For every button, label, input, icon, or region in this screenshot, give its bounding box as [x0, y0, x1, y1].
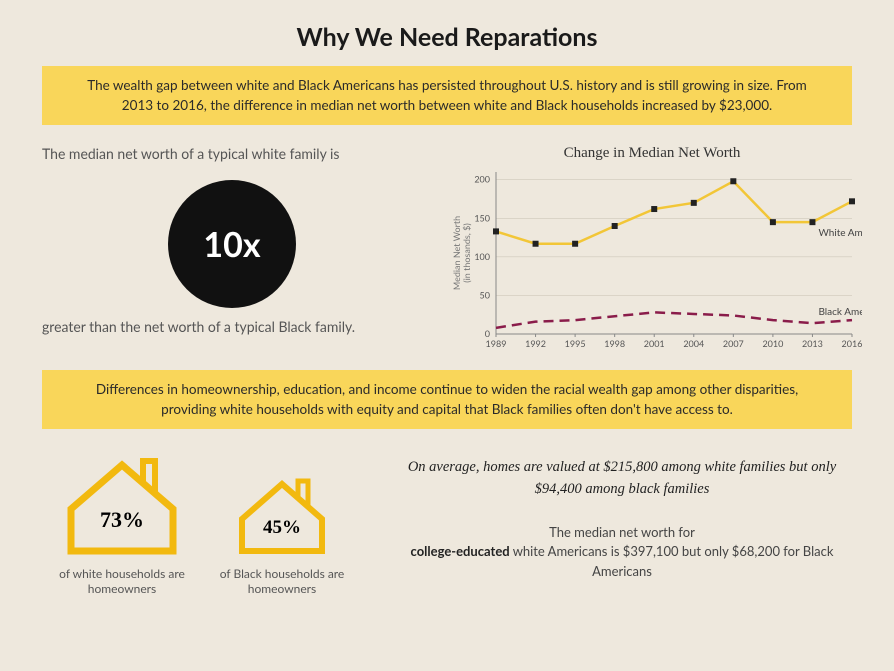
tenx-sub: greater than the net worth of a typical … [42, 318, 422, 335]
right-stats: On average, homes are valued at $215,800… [362, 447, 852, 596]
chart-title: Change in Median Net Worth [442, 145, 862, 162]
house-white-pct: 73% [100, 507, 144, 532]
text-span: The median net worth for [549, 524, 695, 540]
svg-text:2007: 2007 [723, 338, 744, 349]
house-black-pct: 45% [263, 517, 301, 538]
house-icon-large: 73% [57, 447, 187, 557]
tenx-circle: 10x [168, 180, 296, 308]
svg-text:2016: 2016 [842, 338, 862, 349]
mid-row: The median net worth of a typical white … [42, 145, 852, 360]
svg-text:1998: 1998 [604, 338, 625, 349]
networth-chart: Change in Median Net Worth 0501001502001… [442, 145, 862, 360]
bottom-row: 73% of white households are homeowners 4… [42, 447, 852, 596]
house-black-caption: of Black households are homeowners [212, 566, 352, 596]
svg-text:1995: 1995 [565, 338, 586, 349]
caption-line: of Black households are [220, 566, 345, 581]
svg-text:2013: 2013 [802, 338, 823, 349]
svg-text:White Americans: White Americans [818, 227, 862, 239]
caption-line: homeowners [88, 581, 156, 596]
svg-text:2010: 2010 [762, 338, 783, 349]
text-span: white Americans is $397,100 but only $68… [510, 543, 834, 579]
svg-text:150: 150 [474, 212, 490, 223]
caption-line: of white households are [59, 566, 185, 581]
tenx-block: The median net worth of a typical white … [42, 145, 422, 360]
chart-svg: 0501001502001989199219951998200120042007… [442, 166, 862, 356]
svg-text:Black Americans: Black Americans [818, 306, 862, 318]
house-icon-small: 45% [230, 469, 334, 557]
house-black: 45% of Black households are homeowners [212, 447, 352, 596]
intro-highlight-box: The wealth gap between white and Black A… [42, 66, 852, 125]
house-white: 73% of white households are homeowners [42, 447, 202, 596]
mid-highlight-box: Differences in homeownership, education,… [42, 370, 852, 429]
svg-text:2004: 2004 [683, 338, 704, 349]
tenx-lead: The median net worth of a typical white … [42, 145, 422, 162]
page-title: Why We Need Reparations [0, 0, 894, 66]
svg-text:(in thosands, $): (in thosands, $) [461, 223, 472, 283]
svg-text:100: 100 [474, 251, 490, 262]
svg-text:1989: 1989 [486, 338, 507, 349]
svg-text:2001: 2001 [644, 338, 665, 349]
home-value-stat: On average, homes are valued at $215,800… [392, 457, 852, 501]
caption-line: homeowners [248, 581, 316, 596]
house-white-caption: of white households are homeowners [42, 566, 202, 596]
svg-text:50: 50 [480, 290, 490, 301]
text-bold: college-educated [411, 543, 510, 559]
svg-text:1992: 1992 [525, 338, 546, 349]
svg-text:200: 200 [474, 174, 490, 185]
education-stat: The median net worth for college-educate… [392, 523, 852, 582]
